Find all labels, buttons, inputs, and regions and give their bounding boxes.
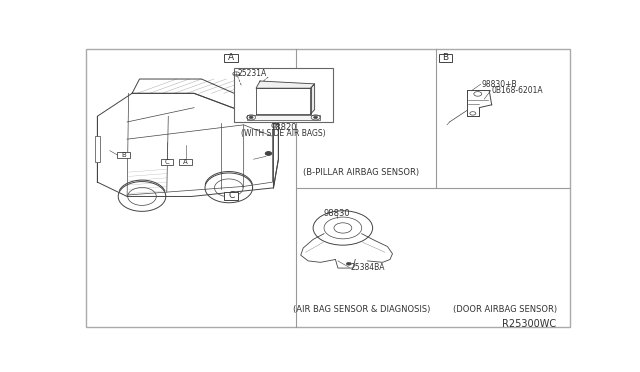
Text: C: C [164, 159, 170, 165]
Text: (WITH SIDE AIR BAGS): (WITH SIDE AIR BAGS) [241, 129, 326, 138]
Circle shape [266, 152, 271, 155]
Text: B: B [121, 152, 126, 158]
Text: (AIR BAG SENSOR & DIAGNOSIS): (AIR BAG SENSOR & DIAGNOSIS) [292, 305, 430, 314]
Text: 98830: 98830 [324, 209, 350, 218]
Text: A: A [228, 53, 234, 62]
Text: 25384BA: 25384BA [350, 263, 385, 272]
Text: A: A [183, 159, 188, 165]
Bar [161, 159, 173, 165]
Bar [179, 159, 191, 165]
Bar [117, 152, 129, 158]
Bar [438, 54, 452, 62]
Circle shape [249, 116, 253, 119]
Bar [225, 192, 238, 200]
Text: 98830+B: 98830+B [482, 80, 517, 89]
Circle shape [314, 116, 317, 119]
Text: 25231A: 25231A [237, 69, 267, 78]
Polygon shape [256, 81, 315, 88]
Text: (B-PILLAR AIRBAG SENSOR): (B-PILLAR AIRBAG SENSOR) [303, 168, 419, 177]
Text: (DOOR AIRBAG SENSOR): (DOOR AIRBAG SENSOR) [453, 305, 557, 314]
Polygon shape [256, 88, 310, 114]
Bar [225, 54, 238, 62]
Text: 98820: 98820 [270, 124, 296, 132]
Text: C: C [228, 191, 234, 201]
Text: 0B168-6201A: 0B168-6201A [492, 86, 543, 95]
Bar [247, 115, 319, 120]
Bar [95, 136, 100, 162]
Text: R25300WC: R25300WC [502, 319, 556, 329]
Text: B: B [442, 53, 449, 62]
Polygon shape [310, 84, 315, 114]
Circle shape [346, 262, 351, 265]
Bar [234, 68, 333, 122]
